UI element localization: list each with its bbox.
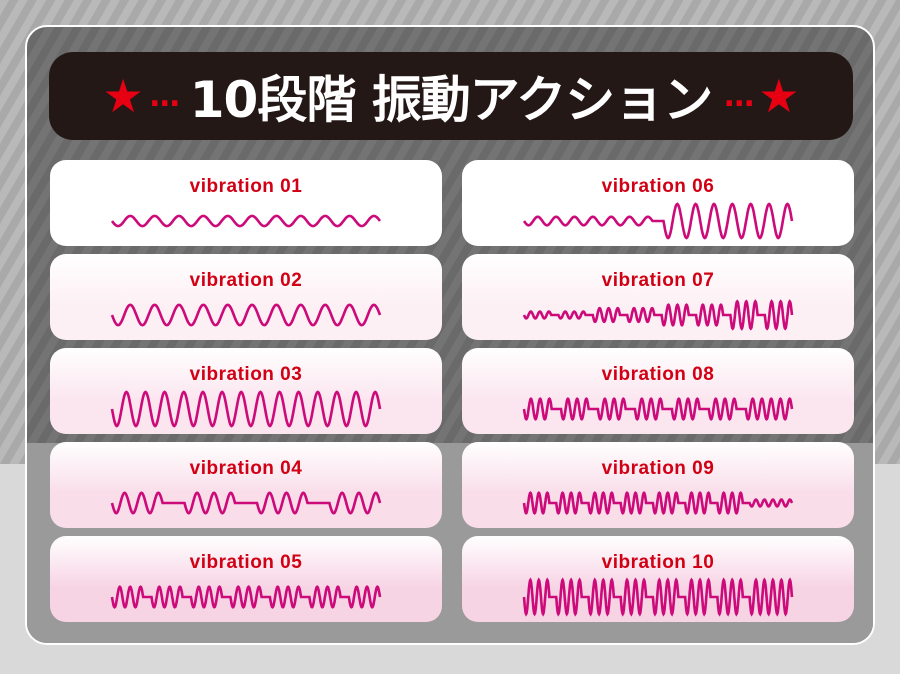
vibration-card: vibration 08	[462, 348, 854, 434]
waveform-line	[110, 390, 382, 428]
vibration-waveform	[110, 214, 382, 228]
waveform-line	[522, 491, 794, 515]
vibration-label: vibration 08	[601, 364, 715, 385]
vibration-card: vibration 07	[462, 254, 854, 340]
title-banner: ★ … 10段階 振動アクション … ★	[49, 52, 853, 140]
vibration-waveform	[110, 585, 382, 609]
vibration-card: vibration 05	[50, 536, 442, 622]
waveform-line	[110, 303, 382, 327]
waveform-line	[522, 397, 794, 421]
vibration-label: vibration 07	[601, 270, 715, 291]
vibration-waveform	[522, 202, 794, 240]
vibration-card: vibration 09	[462, 442, 854, 528]
main-panel: ★ … 10段階 振動アクション … ★ vibration 01 vibrati…	[25, 25, 875, 645]
vibration-card: vibration 06	[462, 160, 854, 246]
vibration-card: vibration 03	[50, 348, 442, 434]
waveform-line	[522, 577, 794, 617]
vibration-card: vibration 04	[50, 442, 442, 528]
dots-right: …	[724, 78, 754, 114]
vibration-waveform	[522, 397, 794, 421]
waveform-line	[110, 214, 382, 228]
vibration-waveform	[522, 491, 794, 515]
waveform-line	[522, 202, 794, 240]
vibration-card: vibration 01	[50, 160, 442, 246]
dots-left: …	[149, 78, 180, 114]
vibration-waveform	[110, 390, 382, 428]
vibration-label: vibration 10	[601, 552, 715, 573]
vibration-label: vibration 05	[189, 552, 303, 573]
page-title: 10段階 振動アクション	[189, 71, 713, 129]
waveform-line	[110, 491, 382, 515]
vibration-waveform	[110, 491, 382, 515]
vibration-label: vibration 04	[189, 458, 303, 479]
vibration-label: vibration 06	[601, 176, 715, 197]
vibration-card: vibration 10	[462, 536, 854, 622]
vibration-label: vibration 01	[189, 176, 303, 197]
vibration-label: vibration 03	[189, 364, 303, 385]
vibration-waveform	[522, 299, 794, 331]
vibration-label: vibration 02	[189, 270, 303, 291]
waveform-line	[110, 585, 382, 609]
star-icon: ★	[102, 69, 144, 123]
star-icon: ★	[758, 69, 800, 123]
vibration-label: vibration 09	[601, 458, 715, 479]
vibration-waveform	[522, 577, 794, 617]
vibration-waveform	[110, 303, 382, 327]
vibration-card: vibration 02	[50, 254, 442, 340]
waveform-line	[522, 299, 794, 331]
